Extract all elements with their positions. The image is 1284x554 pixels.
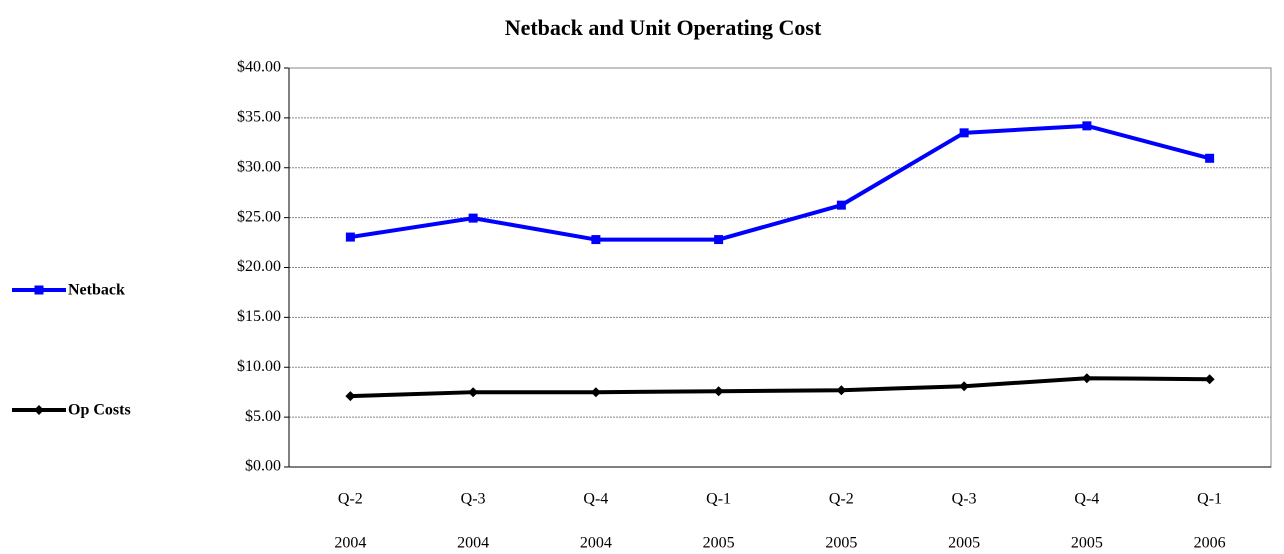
series-line — [350, 123, 1211, 242]
x-tick-label: Q-4 — [583, 491, 608, 508]
point — [959, 128, 969, 138]
series-line — [350, 376, 1210, 399]
x-tick-label: 2004 — [580, 535, 612, 552]
point — [34, 405, 44, 415]
point — [590, 387, 601, 398]
point — [345, 232, 355, 242]
point — [591, 235, 601, 245]
x-tick-label: Q-2 — [338, 491, 363, 508]
x-tick-label: Q-3 — [461, 491, 486, 508]
y-tick-label: $30.00 — [237, 158, 281, 175]
point — [1204, 374, 1215, 385]
y-tick-label: $35.00 — [237, 109, 281, 126]
x-tick-label: 2006 — [1194, 535, 1226, 552]
x-tick-label: Q-2 — [829, 491, 854, 508]
point — [713, 386, 724, 397]
legend-label: Netback — [68, 282, 125, 299]
point — [959, 381, 970, 392]
x-tick-label: 2005 — [948, 535, 980, 552]
x-tick-label: 2005 — [825, 535, 857, 552]
y-tick-label: $15.00 — [237, 308, 281, 325]
y-tick-label: $5.00 — [245, 408, 281, 425]
point — [1081, 373, 1092, 384]
chart-title: Netback and Unit Operating Cost — [505, 15, 822, 40]
x-tick-label: 2004 — [457, 535, 489, 552]
x-tick-label: Q-4 — [1074, 491, 1099, 508]
x-tick-label: Q-1 — [1197, 491, 1222, 508]
x-tick-label: Q-3 — [952, 491, 977, 508]
legend-label: Op Costs — [68, 402, 131, 419]
y-tick-label: $40.00 — [237, 59, 281, 76]
point — [714, 235, 724, 245]
y-tick-label: $25.00 — [237, 208, 281, 225]
point — [34, 285, 44, 295]
y-tick-label: $0.00 — [245, 458, 281, 475]
y-tick-label: $20.00 — [237, 258, 281, 275]
point — [468, 213, 478, 223]
point — [1082, 121, 1092, 131]
point — [1205, 153, 1215, 163]
point — [836, 200, 846, 210]
x-tick-label: Q-1 — [706, 491, 731, 508]
point — [345, 391, 356, 402]
point — [468, 387, 479, 398]
x-tick-label: 2004 — [334, 535, 366, 552]
x-tick-label: 2005 — [703, 535, 735, 552]
point — [836, 385, 847, 396]
y-tick-label: $10.00 — [237, 358, 281, 375]
x-tick-label: 2005 — [1071, 535, 1103, 552]
